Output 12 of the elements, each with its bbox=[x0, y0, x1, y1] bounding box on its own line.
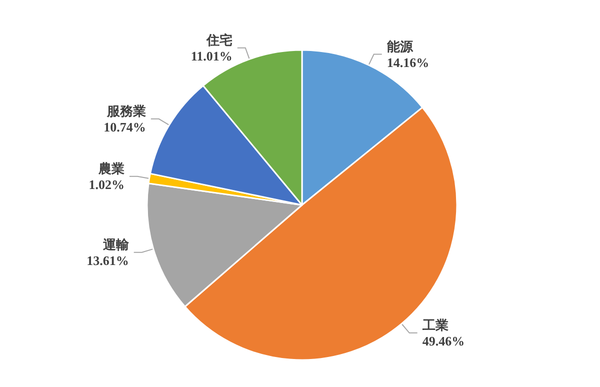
data-label: 1.02% bbox=[88, 176, 124, 192]
slice-label: 農業 bbox=[97, 160, 124, 176]
slice-label: 能源 bbox=[386, 38, 414, 54]
data-label: 10.74% bbox=[104, 119, 146, 134]
data-label: 11.01% bbox=[190, 48, 232, 64]
data-label: 13.61% bbox=[86, 252, 129, 268]
slice-label: 工業 bbox=[421, 317, 448, 332]
slice-label: 服務業 bbox=[106, 103, 146, 118]
data-label: 14.16% bbox=[386, 54, 430, 70]
slice-label: 運輸 bbox=[102, 236, 130, 252]
data-label: 49.46% bbox=[422, 333, 465, 348]
slice-label: 住宅 bbox=[205, 32, 232, 48]
